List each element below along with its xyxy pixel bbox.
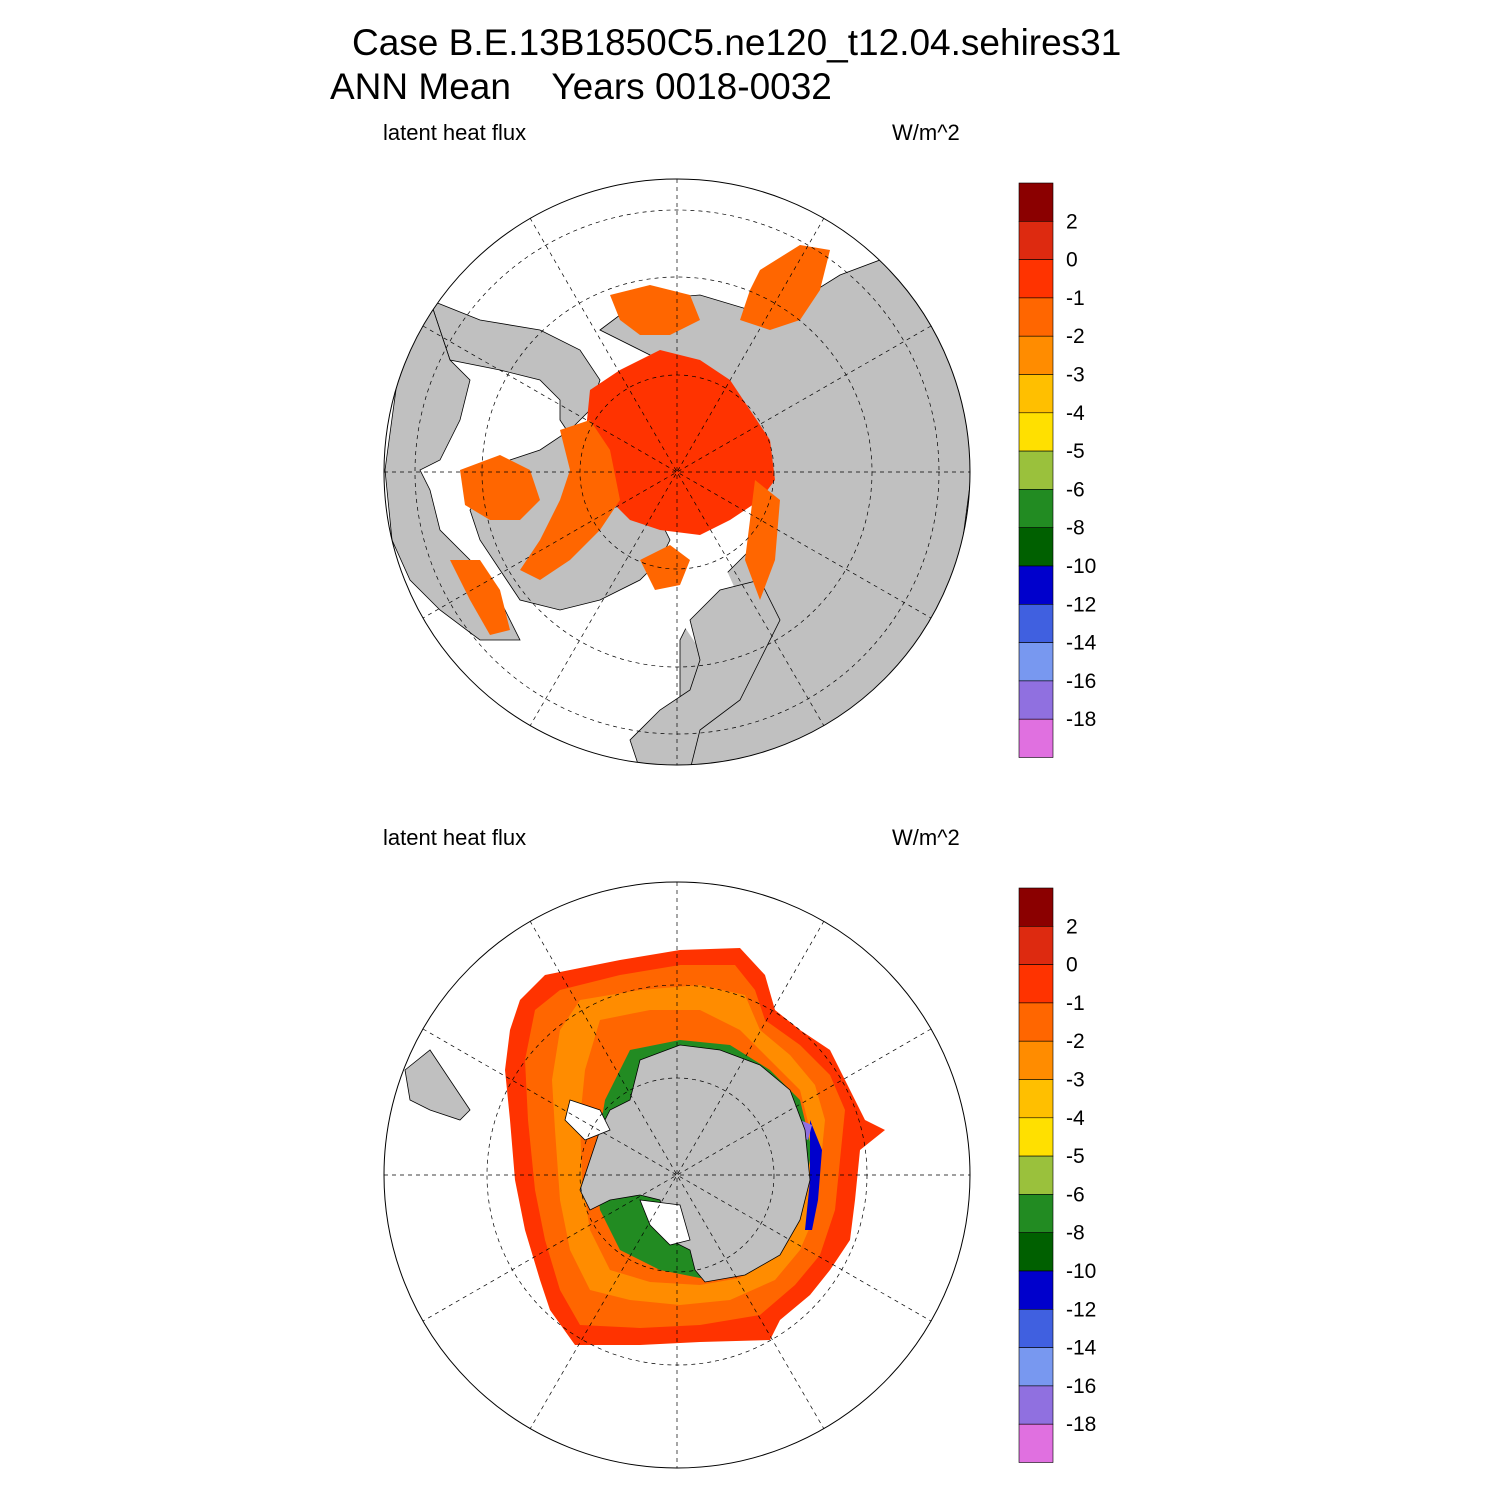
north-colorbar-box [1018, 527, 1054, 567]
south-panel-units: W/m^2 [892, 825, 960, 850]
south-colorbar-box [1018, 964, 1054, 1004]
north-colorbar-box [1018, 335, 1054, 375]
south-land [564, 1044, 811, 1283]
south-america-land [404, 1049, 471, 1121]
south-colorbar-tick-label: -16 [1066, 1375, 1096, 1398]
north-colorbar-tick-label: -10 [1066, 555, 1096, 578]
north-colorbar-box [1018, 182, 1054, 222]
north-colorbar-tick-label: -18 [1066, 708, 1096, 731]
north-colorbar-box [1018, 297, 1054, 337]
north-colorbar-box [1018, 642, 1054, 682]
north-colorbar-box [1018, 374, 1054, 414]
south-colorbar-tick-label: -14 [1066, 1337, 1097, 1360]
north-colorbar-box [1018, 603, 1054, 643]
north-colorbar-box [1018, 450, 1054, 490]
north-colorbar-tick-label: 2 [1066, 210, 1078, 233]
north-polar-map [383, 178, 971, 766]
south-colorbar-box [1018, 925, 1054, 965]
north-colorbar-box [1018, 489, 1054, 528]
north-colorbar: 2 0 -1 -2 -3 -4 -5 -6 -8 -10 -12 -14 -16 -18 [1018, 182, 1097, 758]
north-colorbar-box [1018, 718, 1054, 758]
south-colorbar-box [1018, 1385, 1054, 1425]
south-colorbar-box [1018, 1347, 1054, 1387]
north-panel-left-string: latent heat flux [383, 120, 527, 145]
south-colorbar-tick-label: -4 [1066, 1107, 1085, 1130]
south-colorbar-tick-label: -1 [1066, 992, 1085, 1015]
north-colorbar-box [1018, 680, 1054, 720]
north-colorbar-box [1018, 565, 1054, 605]
south-colorbar-box [1018, 1423, 1054, 1463]
north-colorbar-tick-label: -14 [1066, 632, 1097, 655]
north-colorbar-tick-label: -4 [1066, 402, 1085, 425]
south-colorbar-tick-label: -18 [1066, 1413, 1096, 1436]
south-colorbar-box [1018, 1002, 1054, 1042]
south-colorbar-box [1018, 1079, 1054, 1119]
south-colorbar-box [1018, 1040, 1054, 1080]
figure-title-line2: ANN Mean Years 0018-0032 [330, 66, 832, 107]
south-colorbar-tick-label: -3 [1066, 1069, 1085, 1092]
north-colorbar-tick-label: -2 [1066, 325, 1085, 348]
south-colorbar-box [1018, 1117, 1054, 1157]
north-colorbar-tick-label: -3 [1066, 364, 1085, 387]
south-colorbar-box [1018, 1194, 1054, 1234]
north-panel-units: W/m^2 [892, 120, 960, 145]
south-polar-map [383, 881, 971, 1469]
north-ice-flux [450, 245, 830, 635]
north-colorbar-tick-label: -8 [1066, 517, 1085, 540]
north-colorbar-tick-label: -12 [1066, 593, 1096, 616]
north-graticule [384, 179, 970, 765]
south-colorbar-tick-label: -8 [1066, 1222, 1085, 1245]
south-colorbar-tick-label: 2 [1066, 915, 1078, 938]
south-colorbar: 2 0 -1 -2 -3 -4 -5 -6 -8 -10 -12 -14 -16 -18 [1018, 887, 1097, 1463]
south-colorbar-tick-label: -5 [1066, 1145, 1085, 1168]
north-colorbar-tick-label: -5 [1066, 440, 1085, 463]
north-colorbar-tick-label: -1 [1066, 287, 1085, 310]
south-colorbar-box [1018, 887, 1054, 927]
north-colorbar-tick-label: -16 [1066, 670, 1096, 693]
south-colorbar-tick-label: -10 [1066, 1260, 1096, 1283]
south-graticule [384, 882, 970, 1468]
north-colorbar-tick-label: 0 [1066, 249, 1078, 272]
north-colorbar-box [1018, 259, 1054, 299]
south-colorbar-box [1018, 1309, 1054, 1348]
south-colorbar-box [1018, 1270, 1054, 1310]
north-colorbar-tick-label: -6 [1066, 478, 1085, 501]
south-colorbar-box [1018, 1155, 1054, 1195]
south-colorbar-tick-label: -6 [1066, 1183, 1085, 1206]
north-colorbar-box [1018, 221, 1054, 260]
south-colorbar-tick-label: -2 [1066, 1030, 1085, 1053]
south-colorbar-box [1018, 1232, 1054, 1272]
south-colorbar-tick-label: -12 [1066, 1298, 1096, 1321]
south-colorbar-tick-label: 0 [1066, 954, 1078, 977]
north-colorbar-box [1018, 412, 1054, 452]
figure-title-line1: Case B.E.13B1850C5.ne120_t12.04.sehires3… [352, 22, 1122, 63]
south-panel-left-string: latent heat flux [383, 825, 527, 850]
